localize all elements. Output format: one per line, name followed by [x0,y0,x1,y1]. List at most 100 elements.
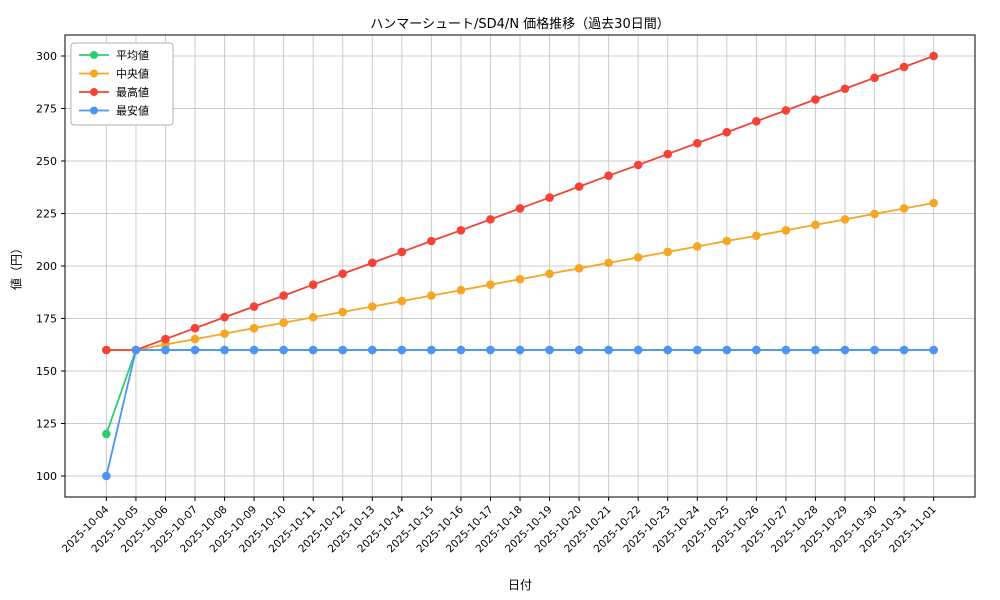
series-max-marker [367,258,377,268]
legend-marker-average [90,51,98,59]
series-min-marker [899,345,909,355]
series-min-marker [545,345,554,355]
series-max-marker [929,51,938,61]
series-median-marker [604,258,613,268]
series-max-marker [574,182,584,191]
series-max-marker [515,204,525,213]
series-max-marker [161,334,170,344]
series-max-marker [604,171,613,180]
series-min-marker [220,345,229,355]
legend-label-median: 中央値 [116,67,149,80]
series-min-marker [722,345,732,355]
series-min-marker [249,345,259,355]
series-median-marker [811,220,820,230]
series-median-marker [899,204,909,213]
y-tick-label: 250 [36,155,57,168]
series-min-marker [692,345,702,355]
series-min-marker [515,345,525,355]
series-min-marker [604,345,613,355]
series-min-marker [840,345,850,355]
y-tick-label: 200 [36,260,57,273]
series-median-marker [752,231,761,241]
series-min-marker [574,345,584,355]
series-min-marker [427,345,436,355]
series-max-marker [190,323,200,333]
legend-label-max: 最高値 [116,85,149,99]
series-min-marker [870,345,879,355]
series-max-marker [308,280,318,289]
series-median-marker [515,274,525,284]
legend-label-min: 最安値 [116,103,149,117]
series-median-marker [279,318,288,328]
series-median-marker [840,215,850,224]
series-median-marker [929,198,938,208]
series-max-marker [279,291,288,300]
series-min-marker [102,471,111,481]
legend-marker-max [90,88,98,96]
x-axis-label: 日付 [507,578,533,592]
series-median-marker [220,329,229,338]
series-min-marker [308,345,318,355]
series-max-marker [102,345,111,355]
series-max-marker [486,215,495,224]
series-median-marker [692,242,702,251]
series-max-marker [456,226,466,235]
series-min-marker [781,345,791,355]
series-median-marker [722,236,732,246]
series-median-marker [427,291,436,300]
series-median-marker [486,280,495,289]
series-max-marker [722,127,732,137]
series-median-marker [545,269,554,279]
y-tick-label: 150 [36,365,57,378]
series-max-marker [397,247,407,257]
series-min-marker [397,345,407,355]
series-average-marker [102,429,111,439]
series-min-marker [486,345,495,355]
series-median-marker [249,323,259,333]
legend-marker-median [90,69,98,78]
series-max-marker [249,302,259,311]
series-min-marker [161,345,170,355]
series-median-marker [308,312,318,322]
legend-marker-min [90,106,98,115]
series-median-marker [367,302,377,311]
series-max-marker [899,62,909,72]
series-min-marker [190,345,200,355]
series-median-marker [338,307,348,317]
y-tick-label: 300 [36,50,57,63]
y-tick-label: 275 [36,102,57,115]
series-max-marker [545,193,554,202]
series-median-marker [574,264,584,273]
series-min-marker [633,345,643,355]
series-min-marker [338,345,348,355]
series-max-marker [633,160,643,170]
series-min-marker [131,345,141,355]
y-tick-label: 100 [36,470,57,483]
y-tick-label: 225 [36,207,57,220]
series-median-marker [397,296,407,306]
series-max-marker [692,138,702,148]
series-max-marker [338,269,348,279]
series-max-marker [811,95,820,104]
series-min-marker [929,345,938,355]
series-min-marker [663,345,673,355]
series-median-marker [781,226,791,235]
series-max-marker [870,73,879,83]
series-max-marker [427,236,436,246]
series-max-marker [220,312,229,322]
series-max-marker [840,84,850,94]
series-median-marker [663,247,673,257]
series-median-marker [870,209,879,219]
series-min-marker [752,345,761,355]
series-max-marker [752,117,761,126]
series-min-marker [456,345,466,355]
series-median-marker [190,334,200,344]
chart-title: ハンマーシュート/SD4/N 価格推移（過去30日間） [370,17,670,32]
series-min-marker [367,345,377,355]
series-min-marker [279,345,288,355]
y-tick-label: 125 [36,417,57,430]
y-tick-label: 175 [36,312,57,325]
legend-label-average: 平均値 [116,49,149,62]
